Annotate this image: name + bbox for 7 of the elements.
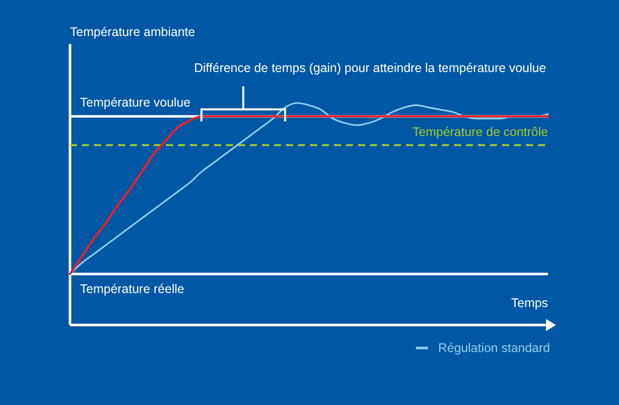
ref-line-label: Température de contrôle	[412, 125, 548, 140]
legend-label: Régulation standard	[438, 341, 550, 355]
ref-line-label: Température voulue	[80, 95, 191, 110]
text: Température ambiante	[70, 25, 196, 39]
ref-line-label: Température réelle	[80, 282, 184, 296]
text: Différence de temps (gain) pour atteindre la température voulue	[194, 61, 546, 75]
x-axis-title: Temps	[511, 296, 548, 310]
